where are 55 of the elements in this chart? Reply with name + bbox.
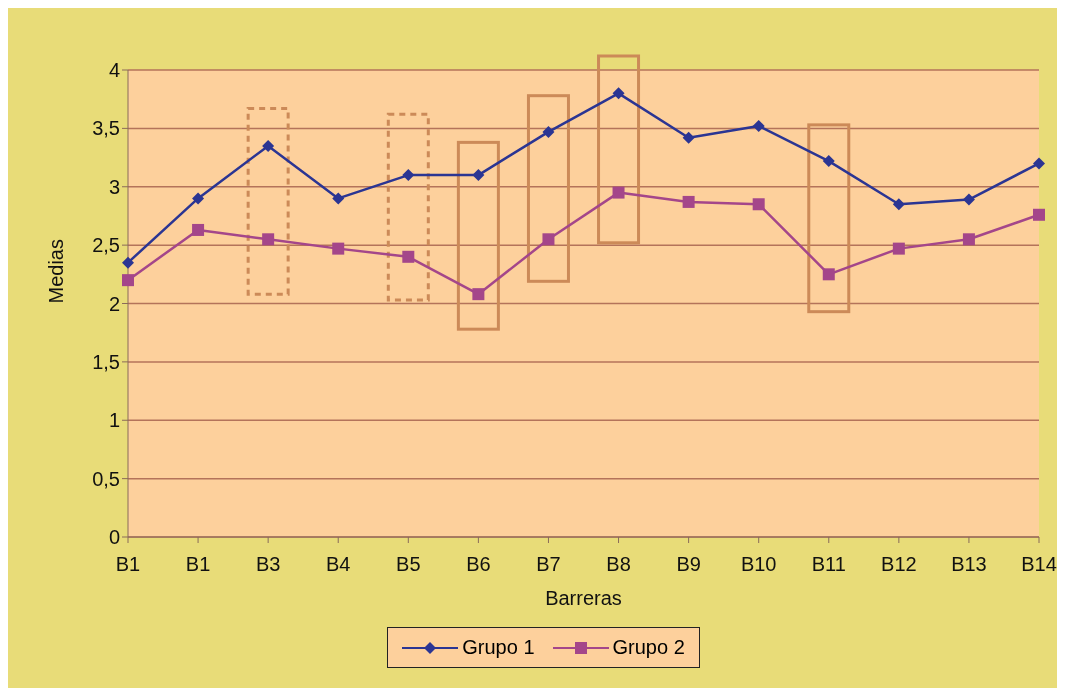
point	[962, 193, 975, 206]
point	[962, 233, 975, 246]
x-tick-label: B13	[951, 553, 987, 576]
x-tick-label: B9	[676, 553, 701, 576]
point	[332, 192, 345, 205]
x-tick-label: B1	[115, 553, 141, 576]
point	[682, 195, 695, 208]
point	[332, 242, 345, 255]
y-tick-label: 4	[108, 59, 120, 82]
y-tick-label: 2,5	[92, 234, 120, 257]
x-tick-label: B6	[466, 553, 491, 576]
legend-label: Grupo 2	[612, 636, 685, 659]
x-tick-label: B3	[255, 553, 281, 576]
point	[612, 87, 625, 100]
point	[682, 131, 695, 144]
point	[472, 288, 485, 301]
point	[472, 169, 485, 182]
point	[612, 186, 625, 199]
point	[892, 242, 905, 255]
point	[892, 198, 905, 211]
x-axis-title: Barreras	[545, 587, 622, 609]
y-tick-label: 1,5	[92, 350, 120, 373]
point	[752, 198, 765, 211]
x-tick-label: B1	[185, 553, 211, 576]
y-tick-label: 3	[108, 175, 120, 198]
y-tick-label: 3,5	[92, 117, 120, 140]
y-tick-label: 0	[108, 526, 120, 549]
point	[822, 155, 835, 168]
point	[822, 268, 835, 281]
point	[122, 256, 134, 269]
x-tick-label: B12	[881, 553, 917, 576]
point	[402, 250, 415, 263]
x-tick-label: B11	[811, 553, 846, 576]
x-tick-label: B7	[536, 553, 561, 576]
point	[542, 125, 555, 138]
x-tick-label: B4	[326, 553, 351, 576]
point	[752, 120, 765, 133]
point	[122, 274, 134, 287]
point	[1033, 208, 1045, 221]
point	[262, 233, 275, 246]
y-tick-label: 2	[108, 292, 120, 315]
point	[402, 169, 415, 182]
x-tick-label: B5	[396, 553, 421, 576]
x-tick-label: B10	[740, 553, 777, 576]
point	[192, 223, 205, 236]
point	[1033, 157, 1045, 170]
y-tick-label: 0,5	[92, 467, 120, 490]
point	[542, 233, 555, 246]
point	[192, 192, 205, 205]
legend-label: Grupo 1	[462, 636, 535, 659]
x-tick-label: B14	[1021, 553, 1057, 576]
point	[262, 139, 275, 152]
x-tick-label: B8	[606, 553, 631, 576]
y-tick-label: 1	[108, 409, 120, 432]
y-axis-title: Medias	[45, 239, 68, 304]
